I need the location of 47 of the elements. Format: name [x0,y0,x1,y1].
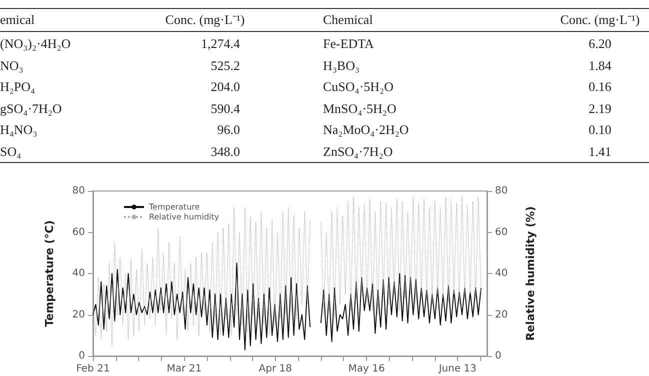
y-tick-label: 20 [72,309,85,320]
y2-tick-label: 0 [495,350,502,362]
text: 2.19 [588,100,612,116]
y-tick-label: 60 [72,226,85,238]
text: 590.4 [210,100,240,116]
text: H₂PO₄ [0,79,36,95]
x-tick-label: June 13 [438,364,477,374]
text: Conc. (mg·L⁻¹) [164,12,246,28]
text: 204.0 [210,79,240,95]
text: Na₂MoO₄·2H₂O [323,122,409,138]
text: NO₃ [0,58,24,74]
y2-tick-label: 40 [495,268,508,279]
y-tick-label: 80 [72,186,85,196]
y2-axis-title: Relative humidity (%) [524,206,537,341]
text: Conc. (mg·L⁻¹) [559,12,641,28]
y-axis-title: Temperature (°C) [43,220,56,327]
text: (NO₃)₂·4H₂O [0,36,71,52]
text: 1.84 [588,58,612,74]
text: CuSO₄·5H₂O [323,79,394,95]
text: emical [0,12,35,28]
text: 6.20 [588,36,612,52]
text: MnSO₄·5H₂O [323,100,396,116]
legend-label: Temperature [148,202,200,212]
x-tick-label: May 16 [348,364,385,374]
y-tick-label: 40 [72,268,85,279]
y2-tick-label: 20 [495,309,508,320]
text: 525.2 [210,58,240,74]
legend-label: Relative humidity [149,212,220,222]
x-tick-label: Apr 18 [258,364,292,374]
text: H₃BO₃ [323,58,360,74]
y2-tick-label: 60 [495,226,508,238]
text: H₄NO₃ [0,122,38,138]
text: 96.0 [217,122,240,138]
y2-tick-label: 80 [495,186,508,196]
text: 0.16 [588,79,612,95]
text: SO₄ [0,144,22,160]
text: gSO₄·7H₂O [0,100,62,116]
text: ZnSO₄·7H₂O [323,144,393,160]
text: 0.10 [588,122,612,138]
text: 1,274.4 [201,36,240,52]
text: 348.0 [210,144,240,160]
y-tick-label: 0 [78,350,85,362]
text: Chemical [323,12,373,28]
x-tick-label: Mar 21 [166,364,202,374]
text: 1.41 [588,144,612,160]
x-tick-label: Feb 21 [76,364,110,374]
text: Fe-EDTA [323,36,374,52]
